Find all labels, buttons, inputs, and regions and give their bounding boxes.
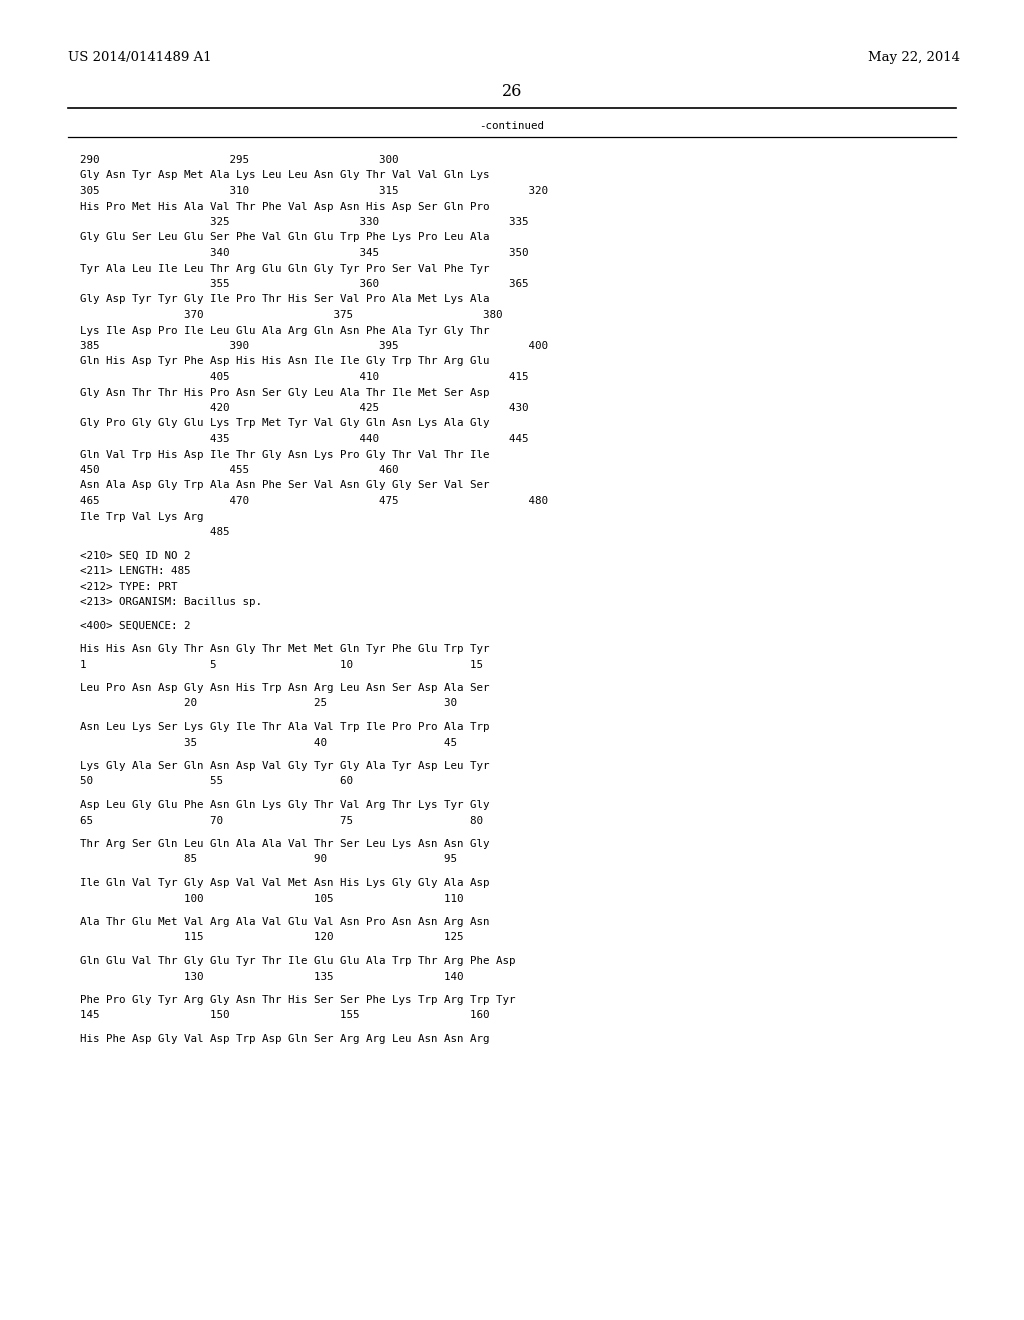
Text: Gln Glu Val Thr Gly Glu Tyr Thr Ile Glu Glu Ala Trp Thr Arg Phe Asp: Gln Glu Val Thr Gly Glu Tyr Thr Ile Glu … <box>80 956 515 966</box>
Text: His Phe Asp Gly Val Asp Trp Asp Gln Ser Arg Arg Leu Asn Asn Arg: His Phe Asp Gly Val Asp Trp Asp Gln Ser … <box>80 1034 489 1044</box>
Text: 485: 485 <box>80 527 229 537</box>
Text: Asn Ala Asp Gly Trp Ala Asn Phe Ser Val Asn Gly Gly Ser Val Ser: Asn Ala Asp Gly Trp Ala Asn Phe Ser Val … <box>80 480 489 491</box>
Text: 385                    390                    395                    400: 385 390 395 400 <box>80 341 548 351</box>
Text: Lys Ile Asp Pro Ile Leu Glu Ala Arg Gln Asn Phe Ala Tyr Gly Thr: Lys Ile Asp Pro Ile Leu Glu Ala Arg Gln … <box>80 326 489 335</box>
Text: His His Asn Gly Thr Asn Gly Thr Met Met Gln Tyr Phe Glu Trp Tyr: His His Asn Gly Thr Asn Gly Thr Met Met … <box>80 644 489 653</box>
Text: 370                    375                    380: 370 375 380 <box>80 310 503 319</box>
Text: Ile Gln Val Tyr Gly Asp Val Val Met Asn His Lys Gly Gly Ala Asp: Ile Gln Val Tyr Gly Asp Val Val Met Asn … <box>80 878 489 888</box>
Text: Gly Pro Gly Gly Glu Lys Trp Met Tyr Val Gly Gln Asn Lys Ala Gly: Gly Pro Gly Gly Glu Lys Trp Met Tyr Val … <box>80 418 489 429</box>
Text: 85                  90                  95: 85 90 95 <box>80 854 457 865</box>
Text: Leu Pro Asn Asp Gly Asn His Trp Asn Arg Leu Asn Ser Asp Ala Ser: Leu Pro Asn Asp Gly Asn His Trp Asn Arg … <box>80 682 489 693</box>
Text: US 2014/0141489 A1: US 2014/0141489 A1 <box>68 50 212 63</box>
Text: <400> SEQUENCE: 2: <400> SEQUENCE: 2 <box>80 620 190 631</box>
Text: -continued: -continued <box>479 121 545 131</box>
Text: Gln Val Trp His Asp Ile Thr Gly Asn Lys Pro Gly Thr Val Thr Ile: Gln Val Trp His Asp Ile Thr Gly Asn Lys … <box>80 450 489 459</box>
Text: 450                    455                    460: 450 455 460 <box>80 465 398 475</box>
Text: Lys Gly Ala Ser Gln Asn Asp Val Gly Tyr Gly Ala Tyr Asp Leu Tyr: Lys Gly Ala Ser Gln Asn Asp Val Gly Tyr … <box>80 762 489 771</box>
Text: 65                  70                  75                  80: 65 70 75 80 <box>80 816 483 825</box>
Text: 1                   5                   10                  15: 1 5 10 15 <box>80 660 483 669</box>
Text: May 22, 2014: May 22, 2014 <box>868 50 961 63</box>
Text: <210> SEQ ID NO 2: <210> SEQ ID NO 2 <box>80 550 190 561</box>
Text: 435                    440                    445: 435 440 445 <box>80 434 528 444</box>
Text: Gly Asp Tyr Tyr Gly Ile Pro Thr His Ser Val Pro Ala Met Lys Ala: Gly Asp Tyr Tyr Gly Ile Pro Thr His Ser … <box>80 294 489 305</box>
Text: 420                    425                    430: 420 425 430 <box>80 403 528 413</box>
Text: Gly Asn Tyr Asp Met Ala Lys Leu Leu Asn Gly Thr Val Val Gln Lys: Gly Asn Tyr Asp Met Ala Lys Leu Leu Asn … <box>80 170 489 181</box>
Text: 20                  25                  30: 20 25 30 <box>80 698 457 709</box>
Text: 130                 135                 140: 130 135 140 <box>80 972 464 982</box>
Text: Asp Leu Gly Glu Phe Asn Gln Lys Gly Thr Val Arg Thr Lys Tyr Gly: Asp Leu Gly Glu Phe Asn Gln Lys Gly Thr … <box>80 800 489 810</box>
Text: Gly Asn Thr Thr His Pro Asn Ser Gly Leu Ala Thr Ile Met Ser Asp: Gly Asn Thr Thr His Pro Asn Ser Gly Leu … <box>80 388 489 397</box>
Text: 305                    310                    315                    320: 305 310 315 320 <box>80 186 548 195</box>
Text: Ala Thr Glu Met Val Arg Ala Val Glu Val Asn Pro Asn Asn Arg Asn: Ala Thr Glu Met Val Arg Ala Val Glu Val … <box>80 917 489 927</box>
Text: 115                 120                 125: 115 120 125 <box>80 932 464 942</box>
Text: <212> TYPE: PRT: <212> TYPE: PRT <box>80 582 177 591</box>
Text: 35                  40                  45: 35 40 45 <box>80 738 457 747</box>
Text: 355                    360                    365: 355 360 365 <box>80 279 528 289</box>
Text: 100                 105                 110: 100 105 110 <box>80 894 464 903</box>
Text: 26: 26 <box>502 83 522 100</box>
Text: 145                 150                 155                 160: 145 150 155 160 <box>80 1011 489 1020</box>
Text: 325                    330                    335: 325 330 335 <box>80 216 528 227</box>
Text: <213> ORGANISM: Bacillus sp.: <213> ORGANISM: Bacillus sp. <box>80 597 262 607</box>
Text: 405                    410                    415: 405 410 415 <box>80 372 528 381</box>
Text: 465                    470                    475                    480: 465 470 475 480 <box>80 496 548 506</box>
Text: 340                    345                    350: 340 345 350 <box>80 248 528 257</box>
Text: <211> LENGTH: 485: <211> LENGTH: 485 <box>80 566 190 576</box>
Text: 290                    295                    300: 290 295 300 <box>80 154 398 165</box>
Text: Phe Pro Gly Tyr Arg Gly Asn Thr His Ser Ser Phe Lys Trp Arg Trp Tyr: Phe Pro Gly Tyr Arg Gly Asn Thr His Ser … <box>80 995 515 1005</box>
Text: Gln His Asp Tyr Phe Asp His His Asn Ile Ile Gly Trp Thr Arg Glu: Gln His Asp Tyr Phe Asp His His Asn Ile … <box>80 356 489 367</box>
Text: His Pro Met His Ala Val Thr Phe Val Asp Asn His Asp Ser Gln Pro: His Pro Met His Ala Val Thr Phe Val Asp … <box>80 202 489 211</box>
Text: Asn Leu Lys Ser Lys Gly Ile Thr Ala Val Trp Ile Pro Pro Ala Trp: Asn Leu Lys Ser Lys Gly Ile Thr Ala Val … <box>80 722 489 733</box>
Text: Tyr Ala Leu Ile Leu Thr Arg Glu Gln Gly Tyr Pro Ser Val Phe Tyr: Tyr Ala Leu Ile Leu Thr Arg Glu Gln Gly … <box>80 264 489 273</box>
Text: Ile Trp Val Lys Arg: Ile Trp Val Lys Arg <box>80 511 204 521</box>
Text: 50                  55                  60: 50 55 60 <box>80 776 353 787</box>
Text: Gly Glu Ser Leu Glu Ser Phe Val Gln Glu Trp Phe Lys Pro Leu Ala: Gly Glu Ser Leu Glu Ser Phe Val Gln Glu … <box>80 232 489 243</box>
Text: Thr Arg Ser Gln Leu Gln Ala Ala Val Thr Ser Leu Lys Asn Asn Gly: Thr Arg Ser Gln Leu Gln Ala Ala Val Thr … <box>80 840 489 849</box>
